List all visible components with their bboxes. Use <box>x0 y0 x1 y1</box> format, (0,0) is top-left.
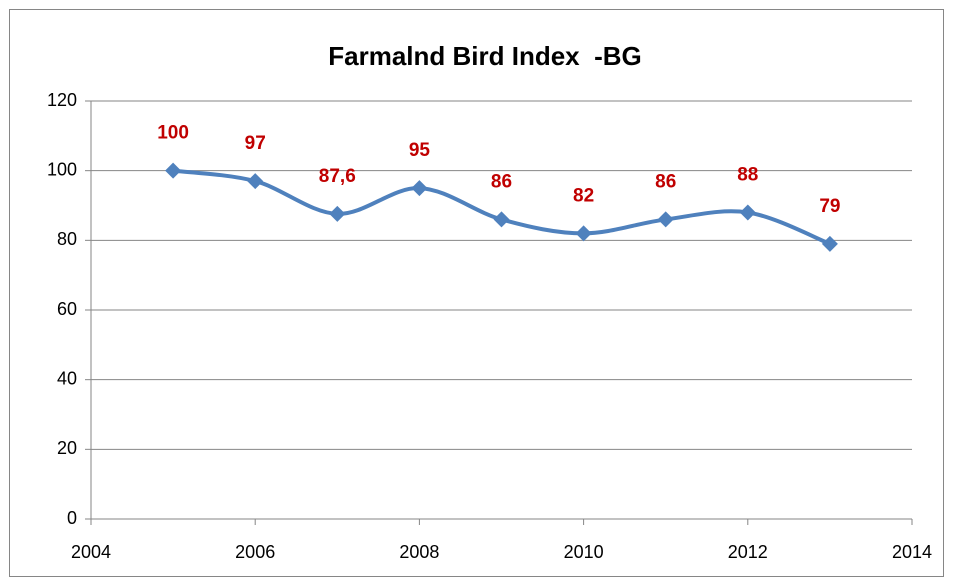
x-tick-label: 2006 <box>235 542 275 562</box>
y-tick-label: 40 <box>57 368 77 388</box>
x-tick-label: 2010 <box>564 542 604 562</box>
y-tick-label: 0 <box>67 508 77 528</box>
marker <box>411 180 428 197</box>
value-label: 86 <box>655 171 676 192</box>
value-label: 87,6 <box>319 166 356 187</box>
x-tick-label: 2008 <box>399 542 439 562</box>
value-label: 95 <box>409 140 431 161</box>
marker <box>739 204 756 221</box>
value-label: 82 <box>573 185 594 206</box>
y-tick-label: 120 <box>47 90 77 110</box>
marker <box>329 205 346 222</box>
marker <box>493 211 510 228</box>
marker <box>575 225 592 242</box>
value-label: 88 <box>737 164 758 185</box>
y-tick-label: 60 <box>57 299 77 319</box>
x-tick-label: 2012 <box>728 542 768 562</box>
marker <box>247 173 264 190</box>
value-label: 97 <box>245 133 266 154</box>
y-tick-label: 20 <box>57 438 77 458</box>
marker <box>657 211 674 228</box>
chart-title: Farmalnd Bird Index -BG <box>328 41 642 71</box>
y-tick-label: 80 <box>57 229 77 249</box>
value-label: 86 <box>491 171 512 192</box>
value-label: 100 <box>157 123 189 144</box>
y-tick-label: 100 <box>47 159 77 179</box>
chart-border <box>9 9 944 577</box>
x-tick-label: 2014 <box>892 542 932 562</box>
marker <box>821 235 838 252</box>
marker <box>165 162 182 179</box>
x-tick-label: 2004 <box>71 542 111 562</box>
value-label: 79 <box>819 196 840 217</box>
